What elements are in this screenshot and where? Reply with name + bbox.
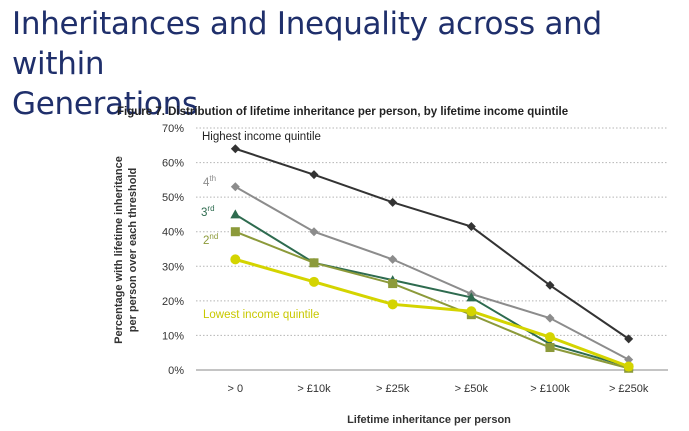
series-label: 4th: [203, 174, 216, 189]
series-line: [235, 147, 630, 340]
data-point: [624, 355, 634, 365]
series-label: Highest income quintile: [202, 131, 321, 143]
x-tick-label: > 0: [228, 383, 244, 395]
data-point: [466, 306, 477, 317]
y-tick-label: 30%: [162, 261, 184, 273]
series-labels: Highest income quintile 4th 3rd 2nd Lowest i…: [201, 131, 321, 321]
y-axis: 0% 10% 20% 30% 40% 50% 60% 70%: [162, 123, 184, 377]
y-tick-label: 60%: [162, 158, 184, 170]
data-point: [309, 170, 319, 180]
data-point: [309, 227, 319, 237]
grid: [196, 127, 668, 371]
x-tick-label: > £10k: [297, 383, 331, 395]
x-tick-label: > £100k: [530, 383, 570, 395]
y-tick-label: 0%: [168, 365, 184, 377]
x-tick-label: > £50k: [455, 383, 489, 395]
data-point: [388, 279, 398, 289]
series-label: Lowest income quintile: [203, 309, 319, 321]
series-label: 3rd: [201, 204, 215, 219]
series-1: [230, 182, 634, 365]
data-point: [545, 313, 555, 323]
series-line: [234, 257, 630, 368]
data-point: [545, 343, 555, 353]
data-point: [309, 276, 319, 287]
data-point: [230, 254, 241, 265]
data-point: [623, 361, 634, 372]
data-point: [545, 332, 555, 343]
figure-title: Figure 7. Distribution of lifetime inher…: [117, 106, 568, 118]
data-point: [388, 254, 398, 264]
y-tick-label: 50%: [162, 192, 184, 204]
slide-title: Inheritances and Inequality across and w…: [12, 4, 682, 124]
series-0: [230, 144, 634, 344]
series-label: 2nd: [203, 232, 218, 247]
data-point: [230, 209, 241, 219]
series-line: [234, 213, 629, 368]
data-point: [466, 222, 476, 232]
data-point: [387, 299, 398, 310]
data-point: [545, 280, 555, 290]
y-axis-title: Percentage with lifetime inheritance per…: [113, 156, 139, 344]
data-point: [388, 197, 398, 207]
x-axis: > 0 > £10k > £25k > £50k > £100k > £250k: [228, 383, 649, 395]
y-axis-title-line2: per person over each threshold: [127, 168, 139, 332]
y-tick-label: 10%: [162, 330, 184, 342]
series-4: [230, 254, 634, 372]
series-line: [234, 185, 630, 361]
data-point: [466, 292, 477, 302]
y-axis-title-line1: Percentage with lifetime inheritance: [113, 156, 125, 344]
x-axis-title: Lifetime inheritance per person: [347, 414, 511, 426]
y-tick-label: 40%: [162, 227, 184, 239]
y-tick-label: 20%: [162, 296, 184, 308]
x-tick-label: > £250k: [609, 383, 649, 395]
series-line: [234, 230, 629, 370]
data-point: [309, 258, 319, 268]
series-group: [230, 144, 634, 373]
data-point: [230, 182, 240, 192]
data-point: [624, 334, 634, 344]
data-point: [230, 144, 240, 154]
slide-title-line1: Inheritances and Inequality across and w…: [12, 6, 602, 82]
y-tick-label: 70%: [162, 123, 184, 135]
x-tick-label: > £25k: [376, 383, 410, 395]
data-point: [230, 227, 240, 237]
slide-title-line2: Generations: [12, 86, 198, 122]
